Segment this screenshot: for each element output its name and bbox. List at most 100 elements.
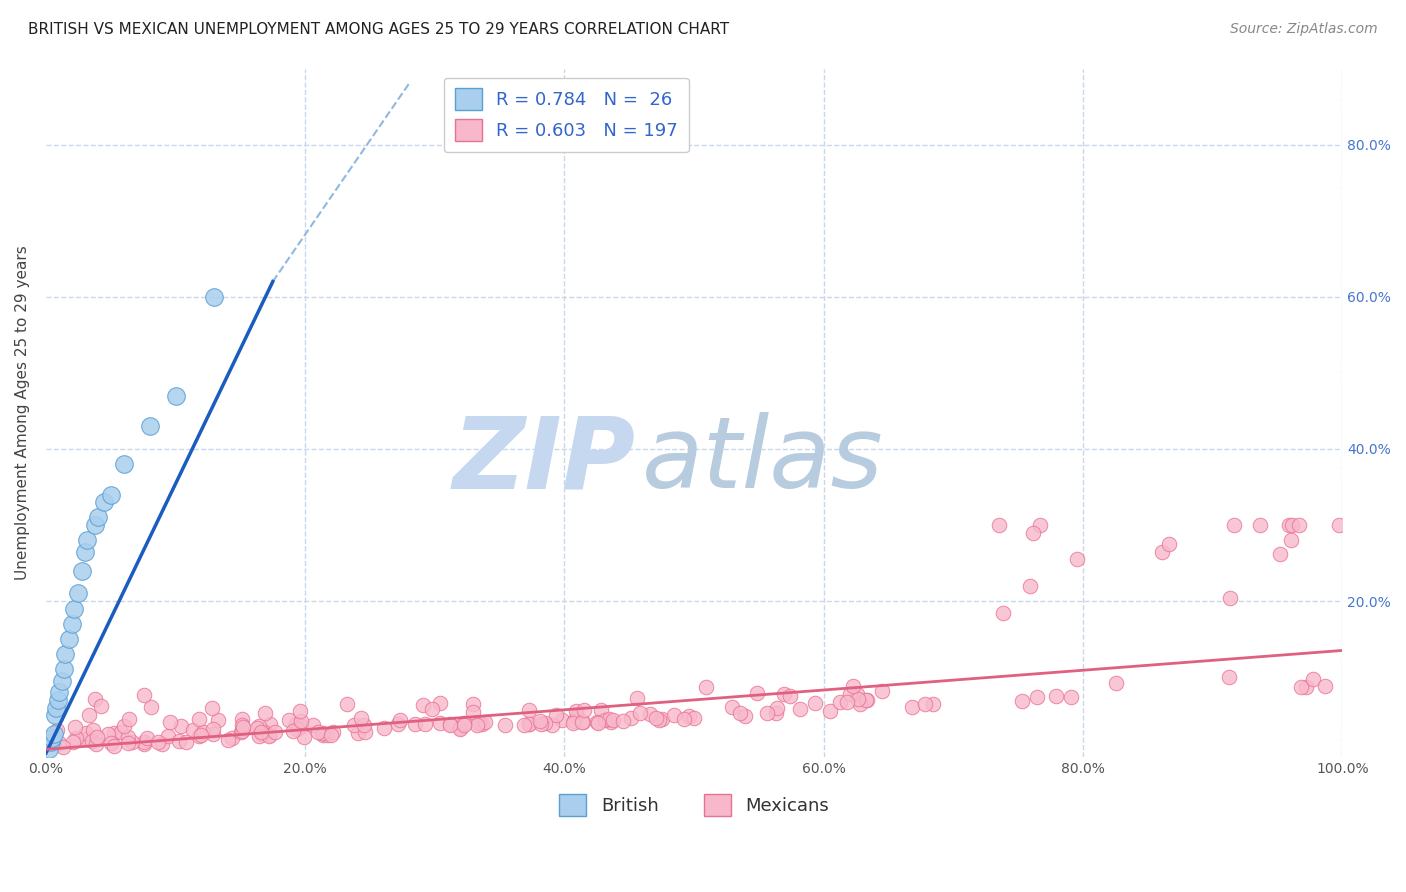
Point bbox=[232, 720, 254, 734]
Point bbox=[290, 718, 312, 732]
Point bbox=[294, 730, 316, 744]
Point bbox=[572, 714, 595, 729]
Point bbox=[247, 719, 270, 733]
Point bbox=[1281, 517, 1303, 532]
Point bbox=[439, 717, 461, 731]
Point bbox=[157, 729, 180, 743]
Point bbox=[187, 729, 209, 743]
Point bbox=[530, 716, 553, 731]
Point bbox=[1060, 690, 1083, 705]
Point bbox=[1219, 591, 1241, 605]
Point bbox=[1150, 545, 1173, 559]
Point bbox=[644, 711, 666, 725]
Point bbox=[922, 697, 945, 711]
Point bbox=[253, 725, 276, 739]
Point bbox=[755, 706, 778, 720]
Point bbox=[628, 706, 651, 721]
Legend: British, Mexicans: British, Mexicans bbox=[553, 787, 837, 823]
Point bbox=[1279, 533, 1302, 548]
Point bbox=[55, 647, 77, 661]
Point bbox=[765, 706, 787, 720]
Point bbox=[1223, 517, 1246, 532]
Point bbox=[672, 712, 695, 726]
Point bbox=[465, 718, 488, 732]
Point bbox=[413, 716, 436, 731]
Point bbox=[389, 713, 412, 727]
Point bbox=[404, 716, 426, 731]
Point bbox=[80, 734, 103, 748]
Point bbox=[1295, 680, 1317, 694]
Point bbox=[307, 725, 329, 739]
Point bbox=[612, 714, 634, 729]
Point bbox=[250, 724, 273, 739]
Point bbox=[52, 740, 75, 755]
Point bbox=[187, 712, 209, 726]
Point bbox=[302, 717, 325, 731]
Point bbox=[845, 688, 868, 702]
Text: ZIP: ZIP bbox=[453, 412, 636, 509]
Point bbox=[544, 707, 567, 722]
Point bbox=[728, 706, 751, 720]
Point bbox=[848, 692, 870, 706]
Point bbox=[779, 690, 801, 704]
Point bbox=[290, 714, 312, 728]
Point bbox=[48, 685, 70, 699]
Point bbox=[1288, 517, 1310, 532]
Point bbox=[100, 487, 122, 501]
Text: BRITISH VS MEXICAN UNEMPLOYMENT AMONG AGES 25 TO 29 YEARS CORRELATION CHART: BRITISH VS MEXICAN UNEMPLOYMENT AMONG AG… bbox=[28, 22, 730, 37]
Point bbox=[513, 718, 536, 732]
Point bbox=[135, 731, 157, 746]
Point bbox=[285, 722, 308, 736]
Point bbox=[914, 697, 936, 711]
Point bbox=[72, 564, 94, 578]
Point bbox=[804, 697, 827, 711]
Point bbox=[246, 721, 269, 735]
Point bbox=[201, 727, 224, 741]
Point bbox=[647, 713, 669, 727]
Point bbox=[1025, 690, 1047, 704]
Point bbox=[1011, 693, 1033, 707]
Point bbox=[620, 711, 643, 725]
Point bbox=[494, 718, 516, 732]
Point bbox=[100, 736, 122, 750]
Point bbox=[835, 695, 858, 709]
Point bbox=[46, 723, 69, 738]
Point bbox=[529, 714, 551, 728]
Point bbox=[90, 699, 112, 714]
Point bbox=[221, 731, 243, 746]
Point bbox=[84, 692, 107, 706]
Point bbox=[48, 736, 70, 750]
Point bbox=[170, 719, 193, 733]
Point bbox=[259, 716, 281, 731]
Point bbox=[439, 717, 461, 731]
Point bbox=[321, 728, 343, 742]
Point bbox=[626, 691, 648, 706]
Point bbox=[139, 699, 162, 714]
Point bbox=[773, 687, 796, 701]
Point bbox=[842, 679, 865, 693]
Point bbox=[734, 709, 756, 723]
Point bbox=[467, 716, 489, 731]
Point bbox=[118, 712, 141, 726]
Point bbox=[76, 731, 98, 745]
Point bbox=[1045, 689, 1067, 703]
Point bbox=[93, 495, 115, 509]
Point bbox=[901, 699, 924, 714]
Point bbox=[138, 419, 160, 434]
Point bbox=[174, 734, 197, 748]
Point bbox=[765, 700, 787, 714]
Point bbox=[39, 735, 62, 749]
Point bbox=[97, 727, 120, 741]
Point bbox=[231, 724, 253, 739]
Point bbox=[1327, 517, 1350, 532]
Point bbox=[132, 688, 155, 702]
Point bbox=[58, 632, 80, 646]
Point bbox=[870, 683, 893, 698]
Point bbox=[62, 735, 84, 749]
Point bbox=[281, 723, 304, 738]
Point bbox=[987, 517, 1010, 532]
Point bbox=[121, 735, 143, 749]
Point bbox=[662, 708, 685, 723]
Point bbox=[46, 693, 69, 707]
Point bbox=[651, 712, 673, 726]
